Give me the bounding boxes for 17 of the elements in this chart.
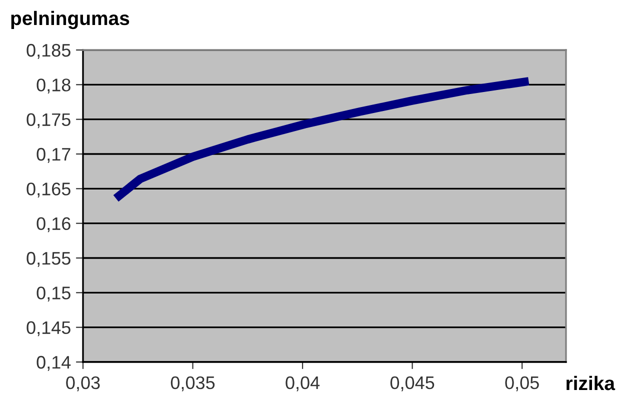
y-tick-label: 0,155 — [26, 252, 70, 267]
y-axis-title: pelningumas — [11, 10, 130, 30]
x-tick-label: 0,05 — [505, 376, 539, 392]
y-tick-label: 0,15 — [36, 286, 70, 302]
y-tick-label: 0,17 — [36, 148, 70, 163]
y-tick-label: 0,14 — [36, 356, 71, 371]
y-tick-label: 0,175 — [26, 113, 70, 128]
x-axis-title: rizika — [566, 376, 616, 390]
y-tick-label: 0,16 — [36, 217, 70, 232]
y-tick-label: 0,145 — [26, 321, 70, 336]
y-tick-label: 0,165 — [26, 182, 70, 198]
x-tick-label: 0,035 — [170, 376, 215, 392]
x-tick-label: 0,03 — [66, 376, 100, 392]
x-tick-label: 0,045 — [390, 376, 434, 392]
x-tick-label: 0,04 — [286, 376, 320, 392]
y-tick-label: 0,185 — [26, 44, 70, 59]
y-tick-label: 0,18 — [36, 78, 70, 94]
